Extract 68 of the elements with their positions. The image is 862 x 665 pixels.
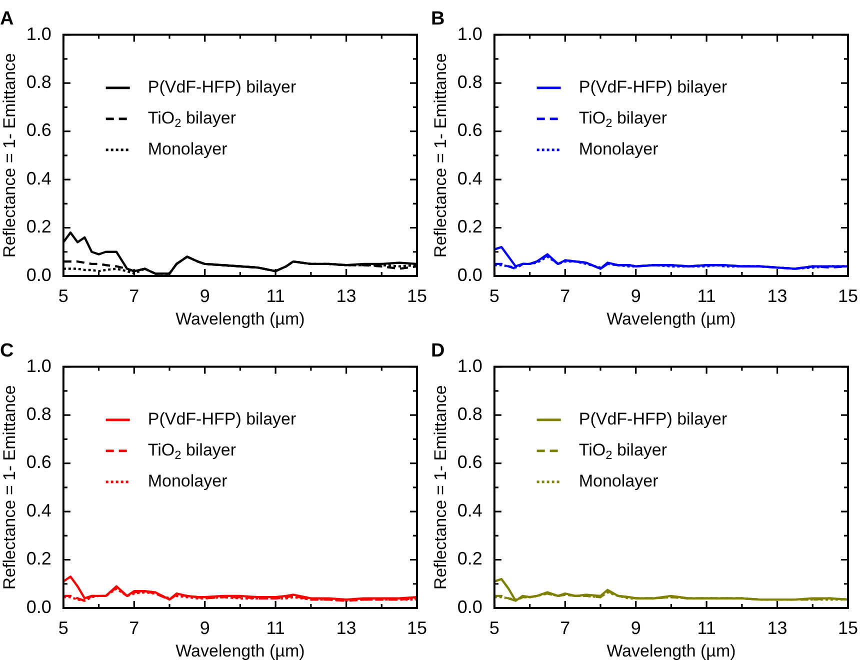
y-tick-label: 0.4 [457,168,482,188]
x-tick-label: 5 [58,618,68,638]
x-tick-label: 5 [489,286,500,306]
x-tick-label: 9 [630,286,641,306]
y-tick-label: 0.0 [457,596,482,617]
x-axis-title: Wavelength (µm) [176,641,305,660]
legend-label: Monolayer [148,472,228,491]
x-tick-label: 15 [406,618,428,638]
chart-title: B [431,8,445,30]
x-tick-label: 11 [266,286,285,306]
x-tick-label: 7 [560,286,570,306]
y-tick-label: 1.0 [457,356,482,376]
y-tick-label: 1.0 [26,356,52,376]
y-tick-label: 0.2 [26,216,52,237]
x-tick-label: 11 [697,286,716,306]
legend-label: Monolayer [578,472,659,491]
x-tick-label: 13 [336,286,356,306]
y-tick-label: 0.8 [26,72,52,92]
y-tick-label: 0.8 [457,404,482,424]
x-tick-label: 15 [838,618,858,638]
legend-label: Monolayer [148,140,228,159]
chart-title: D [431,340,445,362]
y-tick-label: 0.6 [457,120,482,140]
y-tick-label: 0.2 [457,548,482,569]
x-tick-label: 13 [767,618,788,638]
legend-label: P(VdF-HFP) bilayer [578,78,728,97]
x-tick-label: 7 [129,286,140,306]
chart-title: C [0,340,14,362]
y-tick-label: 0.6 [26,452,52,472]
x-tick-label: 13 [336,618,356,638]
y-tick-label: 0.0 [26,264,52,285]
y-tick-label: 1.0 [26,24,52,44]
legend-label: P(VdF-HFP) bilayer [578,410,728,429]
x-tick-label: 5 [489,618,500,638]
y-tick-label: 0.6 [457,452,482,472]
x-tick-label: 13 [767,286,788,306]
x-tick-label: 7 [129,618,140,638]
y-axis-title: Reflectance = 1- Emittance [430,385,450,590]
x-tick-label: 15 [838,286,858,306]
y-tick-label: 0.0 [457,264,482,285]
y-tick-label: 0.0 [26,596,52,617]
x-tick-label: 5 [58,286,68,306]
y-axis-title: Reflectance = 1- Emittance [0,53,19,258]
y-tick-label: 1.0 [457,24,482,44]
x-axis-title: Wavelength (µm) [176,309,305,328]
y-tick-label: 0.4 [26,500,52,520]
y-tick-label: 0.4 [457,500,482,520]
legend-label: Monolayer [578,140,659,159]
legend-label: P(VdF-HFP) bilayer [148,410,296,429]
legend-label: P(VdF-HFP) bilayer [148,78,296,97]
y-tick-label: 0.2 [457,216,482,237]
x-tick-label: 9 [200,618,210,638]
y-axis-title: Reflectance = 1- Emittance [0,385,19,590]
x-axis-title: Wavelength (µm) [606,641,736,660]
x-tick-label: 9 [630,618,641,638]
x-tick-label: 11 [697,618,716,638]
y-tick-label: 0.8 [26,404,52,424]
y-axis-title: Reflectance = 1- Emittance [430,53,450,258]
y-tick-label: 0.8 [457,72,482,92]
y-tick-label: 0.6 [26,120,52,140]
y-tick-label: 0.2 [26,548,52,569]
y-tick-label: 0.4 [26,168,52,188]
x-tick-label: 11 [266,618,285,638]
x-tick-label: 7 [560,618,570,638]
x-tick-label: 9 [200,286,210,306]
x-axis-title: Wavelength (µm) [606,309,736,328]
chart-title: A [0,8,14,30]
x-tick-label: 15 [406,286,428,306]
